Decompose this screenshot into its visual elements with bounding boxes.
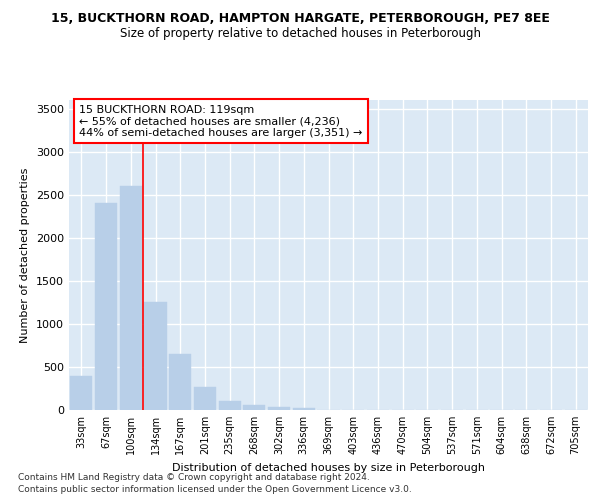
Bar bbox=[119, 186, 142, 410]
Bar bbox=[95, 204, 117, 410]
Text: Contains public sector information licensed under the Open Government Licence v3: Contains public sector information licen… bbox=[18, 485, 412, 494]
Text: Size of property relative to detached houses in Peterborough: Size of property relative to detached ho… bbox=[119, 28, 481, 40]
Bar bbox=[268, 406, 290, 410]
Text: Contains HM Land Registry data © Crown copyright and database right 2024.: Contains HM Land Registry data © Crown c… bbox=[18, 472, 370, 482]
X-axis label: Distribution of detached houses by size in Peterborough: Distribution of detached houses by size … bbox=[172, 462, 485, 472]
Bar bbox=[194, 387, 216, 410]
Bar bbox=[70, 376, 92, 410]
Bar bbox=[293, 408, 315, 410]
Y-axis label: Number of detached properties: Number of detached properties bbox=[20, 168, 31, 342]
Bar bbox=[169, 354, 191, 410]
Text: 15 BUCKTHORN ROAD: 119sqm
← 55% of detached houses are smaller (4,236)
44% of se: 15 BUCKTHORN ROAD: 119sqm ← 55% of detac… bbox=[79, 104, 363, 138]
Bar bbox=[145, 302, 167, 410]
Bar bbox=[243, 406, 265, 410]
Text: 15, BUCKTHORN ROAD, HAMPTON HARGATE, PETERBOROUGH, PE7 8EE: 15, BUCKTHORN ROAD, HAMPTON HARGATE, PET… bbox=[50, 12, 550, 26]
Bar bbox=[218, 402, 241, 410]
